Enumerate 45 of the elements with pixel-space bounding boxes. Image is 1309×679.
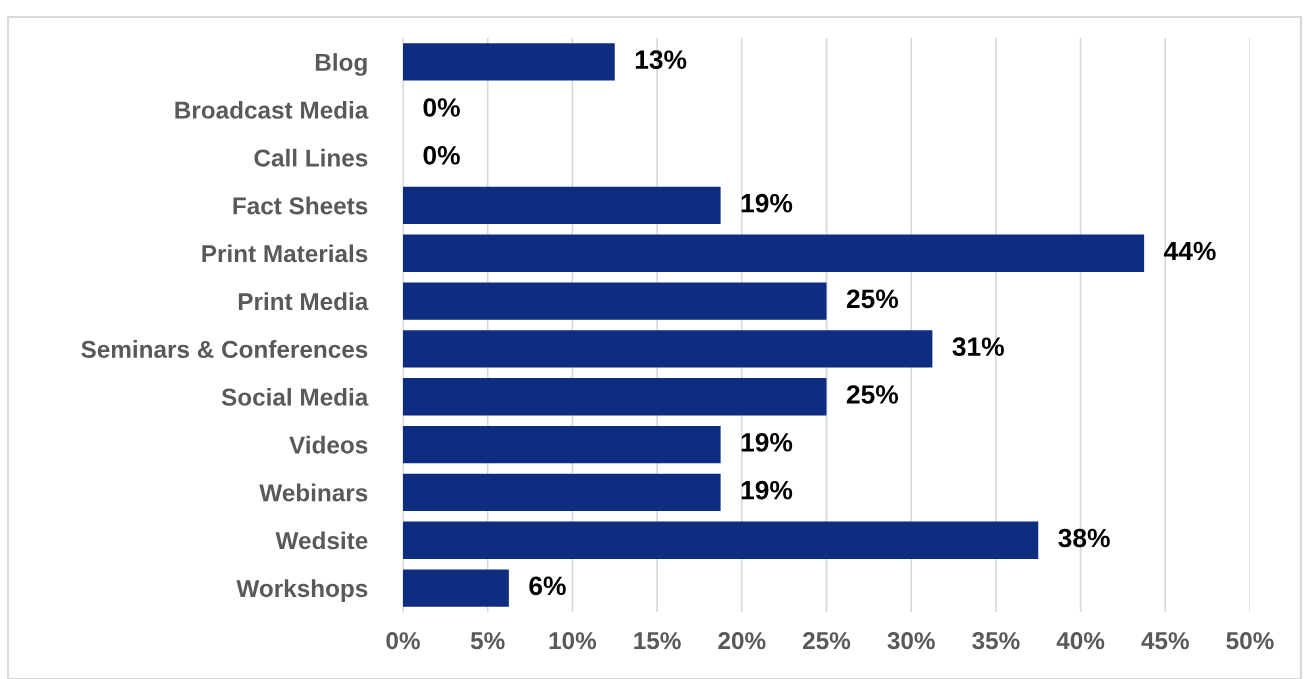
x-tick-label: 15% [634, 632, 681, 650]
y-tick-label: Fact Sheets [233, 196, 368, 215]
x-tick-label: 10% [549, 632, 597, 650]
y-tick-label: Blog [315, 53, 367, 76]
x-tick-label: 25% [803, 632, 851, 650]
bar [403, 330, 933, 368]
y-tick-label: Broadcast Media [175, 100, 369, 119]
data-label: 31% [952, 337, 1004, 357]
bar [403, 473, 721, 512]
x-tick-label: 5% [470, 632, 505, 650]
y-tick-label: Seminars & Conferences [81, 340, 368, 358]
y-tick-label: Workshops [236, 579, 368, 602]
bar [403, 282, 827, 320]
bar [403, 43, 615, 81]
bar [403, 378, 827, 416]
data-label: 0% [423, 145, 460, 165]
data-label: 38% [1058, 528, 1110, 548]
x-tick-label: 45% [1141, 632, 1189, 650]
y-tick-label: Print Materials [202, 244, 368, 263]
data-label: 19% [741, 432, 793, 452]
bar [403, 234, 1145, 272]
data-label: 13% [635, 50, 687, 70]
bar [403, 425, 721, 464]
y-tick-label: Webinars [259, 483, 368, 502]
data-label: 25% [846, 289, 899, 309]
y-tick-label: Call Lines [254, 148, 368, 167]
y-tick-label: Videos [289, 435, 368, 454]
data-label: 6% [529, 576, 566, 596]
bar [403, 569, 509, 607]
x-tick-label: 50% [1226, 632, 1274, 650]
data-label: 19% [741, 480, 793, 500]
x-tick-label: 20% [718, 632, 766, 650]
x-tick-label: 40% [1056, 632, 1105, 650]
bar [403, 186, 721, 225]
data-label: 0% [423, 98, 460, 117]
y-tick-label: Social Media [221, 387, 369, 406]
x-tick-label: 35% [972, 632, 1020, 650]
x-tick-label: 0% [386, 632, 420, 650]
data-label: 44% [1163, 241, 1216, 261]
y-tick-label: Print Media [238, 292, 369, 311]
y-tick-label: Wedsite [275, 531, 368, 550]
data-label: 25% [846, 385, 899, 404]
data-label: 19% [741, 193, 793, 213]
bar [403, 521, 1039, 559]
x-tick-label: 30% [887, 632, 935, 650]
